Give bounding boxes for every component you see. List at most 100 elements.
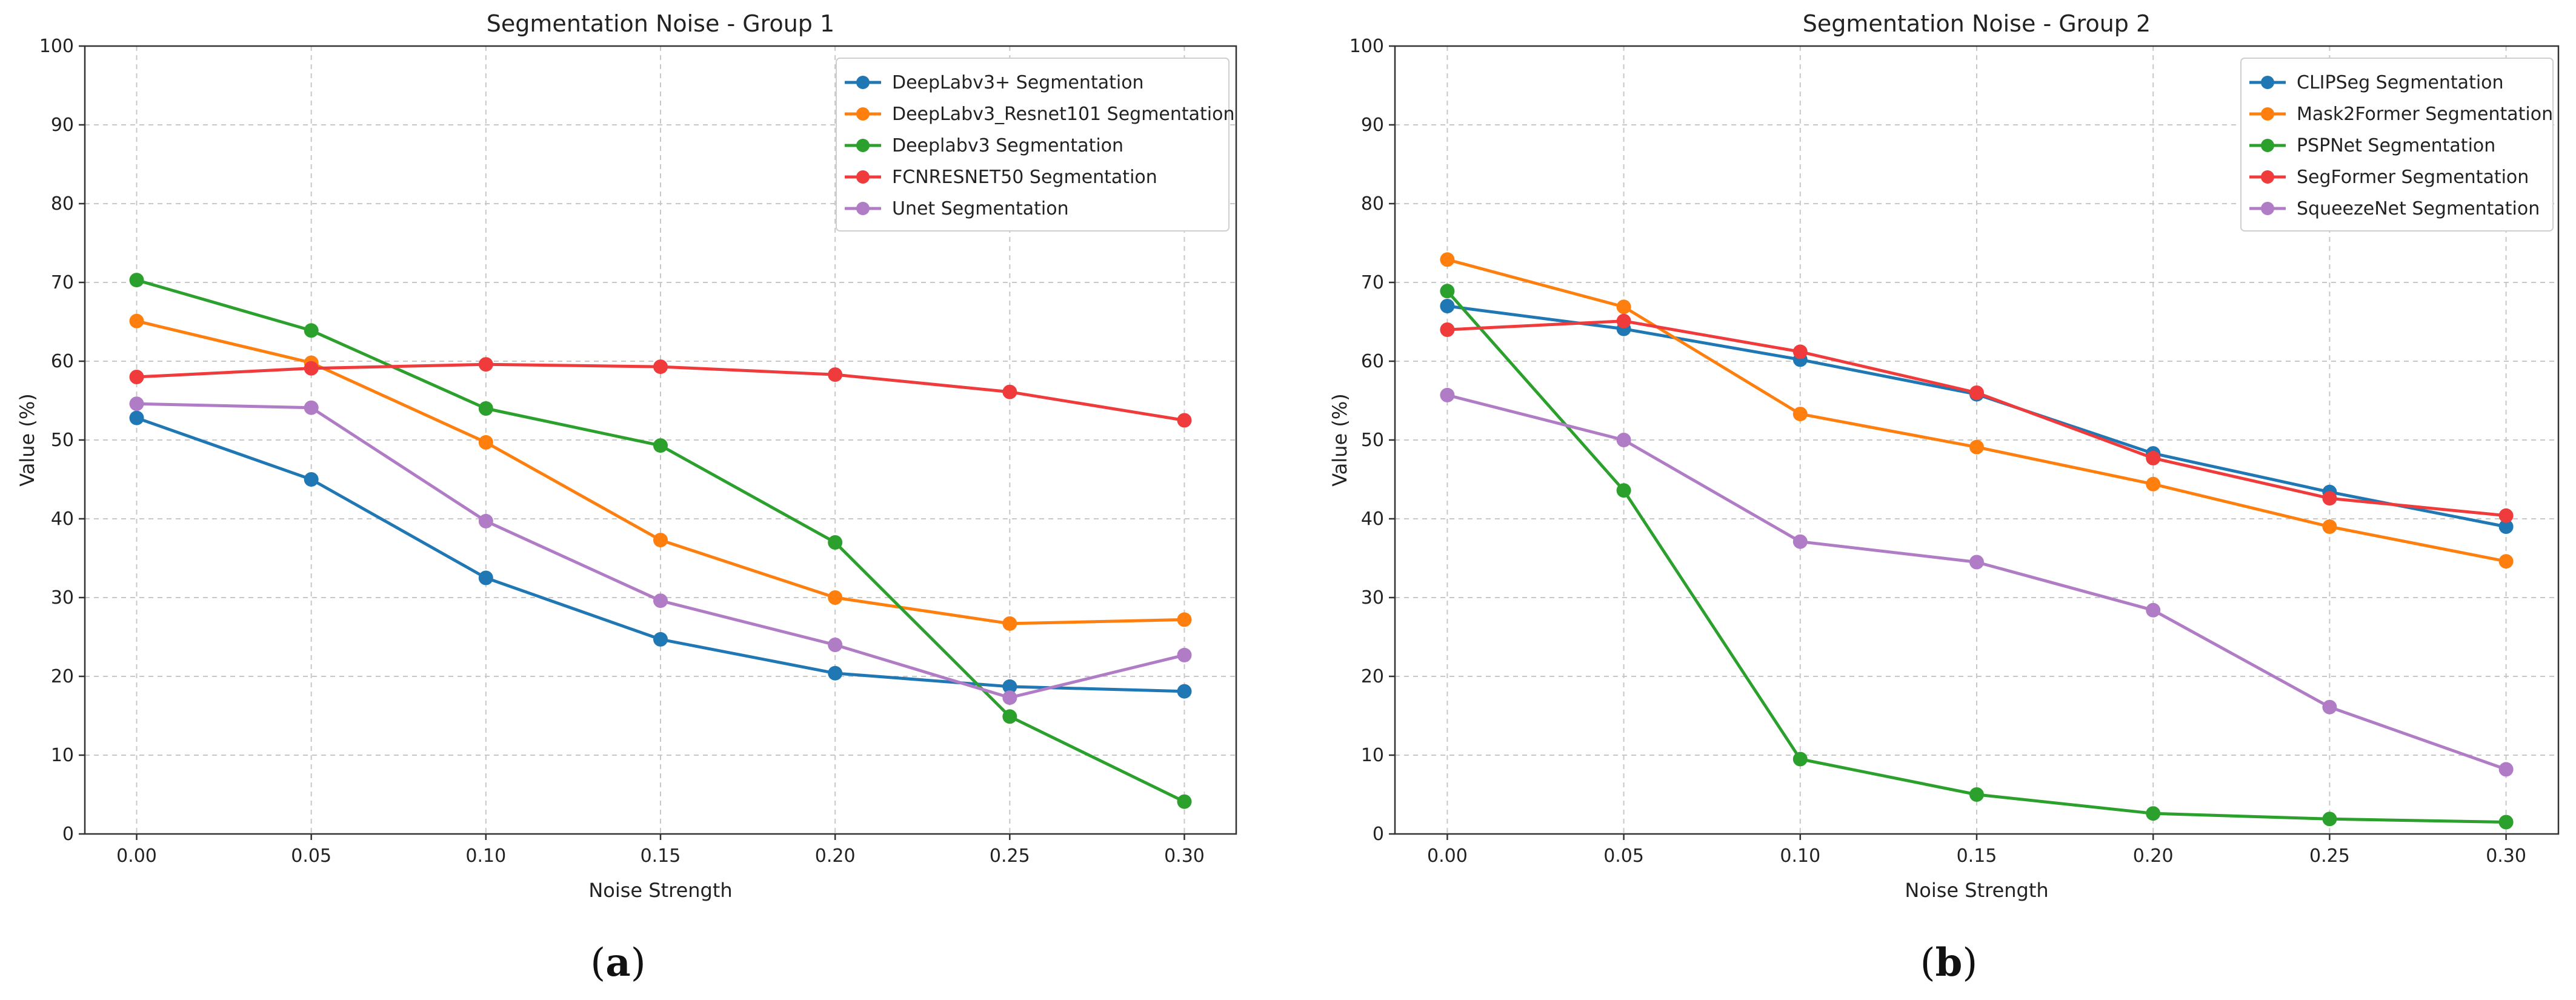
data-point bbox=[1969, 555, 1984, 570]
y-tick-label: 80 bbox=[51, 193, 74, 215]
data-point bbox=[2322, 812, 2337, 827]
data-point bbox=[478, 401, 493, 416]
data-point bbox=[1616, 483, 1631, 498]
data-point bbox=[2498, 554, 2514, 569]
legend-label: FCNRESNET50 Segmentation bbox=[892, 167, 1157, 188]
y-tick-label: 100 bbox=[1350, 36, 1384, 57]
data-point bbox=[1440, 387, 1455, 402]
data-point bbox=[2322, 699, 2337, 715]
x-tick-label: 0.05 bbox=[1603, 845, 1644, 867]
data-point bbox=[1177, 794, 1192, 809]
data-point bbox=[1440, 299, 1455, 313]
x-tick-label: 0.15 bbox=[1957, 845, 1997, 867]
legend-marker bbox=[856, 76, 870, 89]
legend-label: DeepLabv3+ Segmentation bbox=[892, 72, 1144, 93]
data-point bbox=[828, 665, 843, 681]
data-point bbox=[2498, 762, 2514, 777]
legend-marker bbox=[856, 107, 870, 121]
legend-marker bbox=[2261, 202, 2274, 215]
data-point bbox=[478, 435, 493, 450]
data-point bbox=[1177, 647, 1192, 662]
data-point bbox=[828, 535, 843, 550]
x-tick-label: 0.00 bbox=[1427, 845, 1468, 867]
data-point bbox=[1002, 709, 1017, 724]
panel-group-1: 0 10 20 30 40 50 60 70 80 90 100 0.00 0.05 0.10 0.15 0.… bbox=[16, 10, 1237, 985]
data-point bbox=[1002, 384, 1017, 399]
x-tick-label: 0.10 bbox=[1780, 845, 1820, 867]
y-tick-label: 90 bbox=[51, 115, 74, 136]
x-tick-label: 0.05 bbox=[291, 845, 331, 867]
data-point bbox=[1177, 684, 1192, 699]
data-point bbox=[1616, 299, 1631, 315]
x-tick-label: 0.15 bbox=[641, 845, 681, 867]
data-point bbox=[129, 273, 144, 288]
data-point bbox=[304, 361, 319, 376]
x-tick-label: 0.25 bbox=[2309, 845, 2350, 867]
data-point bbox=[653, 359, 668, 375]
legend-marker bbox=[2261, 170, 2274, 184]
y-axis-label: Value (%) bbox=[1328, 393, 1351, 486]
x-tick-label: 0.00 bbox=[116, 845, 157, 867]
data-point bbox=[2146, 450, 2161, 465]
data-point bbox=[2322, 491, 2337, 506]
y-tick-label: 50 bbox=[51, 430, 74, 451]
data-point bbox=[828, 590, 843, 605]
legend-label: SqueezeNet Segmentation bbox=[2297, 198, 2540, 219]
y-tick-label: 20 bbox=[51, 666, 74, 687]
y-tick-label: 100 bbox=[39, 36, 74, 57]
data-point bbox=[653, 593, 668, 608]
y-tick-label: 90 bbox=[1361, 115, 1384, 136]
legend-label: DeepLabv3_Resnet101 Segmentation bbox=[892, 104, 1235, 125]
legend-label: Mask2Former Segmentation bbox=[2297, 104, 2553, 125]
legend-box bbox=[836, 58, 1230, 232]
data-point bbox=[1440, 322, 1455, 337]
x-axis-label: Noise Strength bbox=[588, 879, 732, 902]
legend-marker bbox=[856, 170, 870, 184]
data-point bbox=[478, 570, 493, 585]
data-point bbox=[2146, 476, 2161, 492]
x-axis-label: Noise Strength bbox=[1905, 879, 2048, 902]
data-point bbox=[1969, 787, 1984, 802]
data-point bbox=[1792, 344, 1808, 359]
data-point bbox=[129, 410, 144, 425]
chart-title: Segmentation Noise - Group 1 bbox=[487, 10, 834, 37]
data-point bbox=[2146, 806, 2161, 821]
data-point bbox=[2146, 602, 2161, 618]
data-point bbox=[2498, 519, 2514, 534]
legend-label: CLIPSeg Segmentation bbox=[2297, 72, 2504, 93]
y-tick-label: 40 bbox=[1361, 508, 1384, 530]
y-tick-label: 0 bbox=[62, 824, 74, 845]
y-tick-label: 60 bbox=[51, 351, 74, 372]
data-point bbox=[1002, 616, 1017, 631]
data-point bbox=[1792, 534, 1808, 549]
data-point bbox=[1002, 679, 1017, 694]
y-tick-label: 50 bbox=[1361, 430, 1384, 451]
legend-marker bbox=[2261, 107, 2274, 121]
data-point bbox=[304, 400, 319, 415]
data-point bbox=[1002, 690, 1017, 705]
x-tick-label: 0.10 bbox=[465, 845, 506, 867]
legend-marker bbox=[856, 139, 870, 152]
data-point bbox=[478, 513, 493, 528]
y-tick-label: 10 bbox=[1361, 745, 1384, 766]
panel-caption: (a) bbox=[590, 940, 645, 985]
data-point bbox=[1177, 413, 1192, 428]
data-point bbox=[1616, 433, 1631, 447]
y-tick-label: 20 bbox=[1361, 666, 1384, 687]
y-tick-label: 60 bbox=[1361, 351, 1384, 372]
y-tick-label: 40 bbox=[51, 508, 74, 530]
data-point bbox=[129, 396, 144, 412]
y-tick-label: 30 bbox=[51, 587, 74, 608]
y-tick-label: 80 bbox=[1361, 193, 1384, 215]
legend-marker bbox=[2261, 76, 2274, 89]
x-tick-label: 0.25 bbox=[990, 845, 1030, 867]
y-tick-label: 70 bbox=[51, 272, 74, 293]
data-point bbox=[2322, 519, 2337, 534]
data-point bbox=[2498, 508, 2514, 523]
panel-group-2: 0 10 20 30 40 50 60 70 80 90 100 0.00 0.05 0.10 0.15 0.… bbox=[1328, 10, 2560, 985]
data-point bbox=[129, 370, 144, 384]
data-point bbox=[653, 533, 668, 548]
chart-title: Segmentation Noise - Group 2 bbox=[1803, 10, 2151, 37]
data-point bbox=[828, 367, 843, 382]
